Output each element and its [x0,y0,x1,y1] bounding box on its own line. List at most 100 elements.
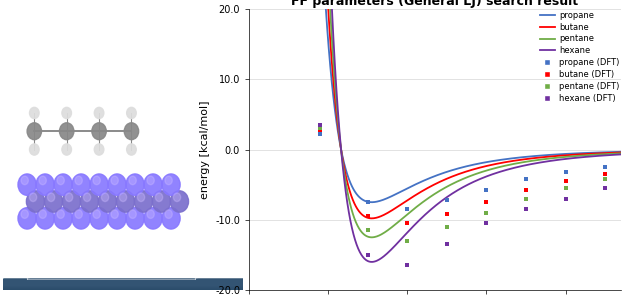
Bar [3,284,243,289]
Point [315,127,325,132]
Point [315,123,325,127]
Circle shape [72,174,90,195]
Point [560,196,570,201]
Circle shape [26,191,44,212]
Circle shape [147,176,154,185]
Point [481,221,491,226]
Circle shape [127,144,136,155]
Point [402,239,412,243]
Circle shape [80,191,99,212]
Circle shape [144,174,162,195]
Bar [3,280,243,286]
Point [600,172,610,176]
Circle shape [147,210,154,218]
Circle shape [27,123,42,140]
Bar [3,282,243,287]
Bar [3,284,243,289]
Bar [3,279,243,285]
Point [442,212,452,216]
Circle shape [29,144,39,155]
Circle shape [144,208,162,229]
Circle shape [59,123,74,140]
Bar [3,281,243,287]
Circle shape [129,176,136,185]
Bar [3,283,243,289]
Bar [3,281,243,287]
Bar [3,282,243,288]
Point [315,132,325,136]
Point [560,170,570,174]
Circle shape [93,176,100,185]
Point [521,207,531,212]
Point [442,242,452,247]
Point [481,210,491,215]
Bar [3,281,243,287]
Point [600,177,610,181]
Circle shape [84,193,90,202]
Circle shape [111,210,119,218]
Point [481,200,491,205]
Circle shape [162,208,180,229]
Bar [3,282,243,288]
Point [600,186,610,190]
Circle shape [57,176,64,185]
Circle shape [39,210,46,218]
Point [402,263,412,268]
Bar [3,283,243,289]
Circle shape [75,210,82,218]
Point [363,228,373,233]
Bar [3,284,243,289]
Circle shape [54,174,72,195]
Circle shape [75,176,82,185]
Circle shape [126,208,144,229]
Circle shape [18,208,36,229]
Bar [3,279,243,285]
Point [363,214,373,219]
Point [521,188,531,193]
Circle shape [66,193,73,202]
Circle shape [47,193,55,202]
Bar [3,280,243,286]
Circle shape [90,174,108,195]
Circle shape [72,208,90,229]
Circle shape [94,107,104,119]
Circle shape [99,191,117,212]
Circle shape [111,176,119,185]
Bar [3,280,243,285]
Bar [3,283,243,289]
Circle shape [57,210,64,218]
Circle shape [21,176,28,185]
Bar [3,281,243,287]
Point [363,252,373,257]
Bar [3,281,243,287]
Circle shape [62,107,72,119]
Bar [3,282,243,288]
Bar [3,280,243,286]
Bar [3,283,243,288]
Circle shape [155,193,163,202]
Circle shape [29,107,39,119]
Circle shape [62,191,80,212]
Text: Shift in Z direction: Shift in Z direction [137,153,203,159]
Bar [3,279,243,285]
Bar [3,283,243,288]
Bar [3,280,243,286]
Circle shape [137,193,145,202]
Point [560,186,570,190]
Point [560,179,570,184]
Bar [3,284,243,290]
Bar [3,282,243,288]
Circle shape [129,210,136,218]
Point [521,196,531,201]
Circle shape [62,144,72,155]
Bar [3,280,243,285]
Point [402,221,412,226]
Bar [3,282,243,287]
Bar [3,283,243,289]
Bar [3,280,243,286]
Circle shape [134,191,152,212]
Point [315,126,325,131]
Bar [3,284,243,290]
Bar [3,281,243,286]
Bar [3,280,243,286]
